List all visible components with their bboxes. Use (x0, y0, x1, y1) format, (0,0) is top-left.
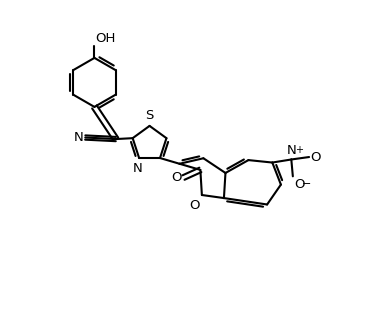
Text: O: O (171, 171, 182, 184)
Text: N: N (74, 131, 83, 144)
Text: OH: OH (96, 32, 116, 45)
Text: O: O (294, 178, 305, 191)
Text: S: S (145, 109, 154, 122)
Text: O: O (310, 151, 321, 163)
Text: −: − (301, 179, 311, 189)
Text: +: + (295, 145, 303, 155)
Text: N: N (287, 144, 296, 157)
Text: N: N (133, 162, 142, 175)
Text: O: O (190, 199, 200, 212)
